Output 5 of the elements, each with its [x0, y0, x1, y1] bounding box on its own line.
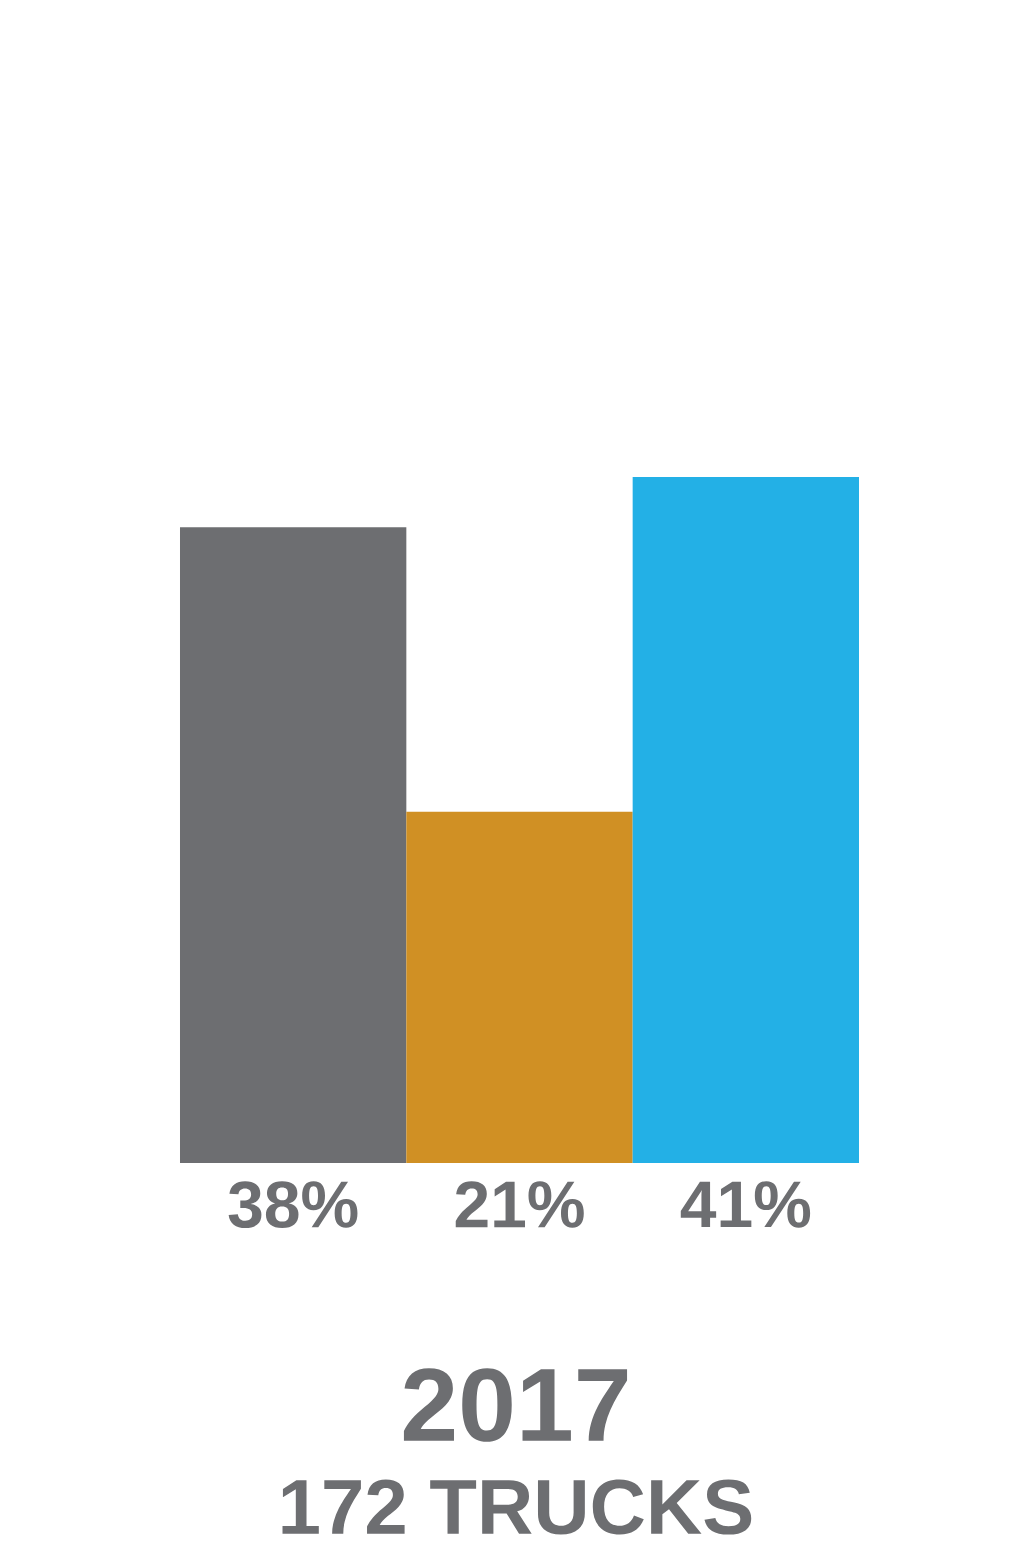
text: 2017: [403, 1368, 628, 1442]
text: 172 TRUCKS: [282, 1479, 752, 1535]
data-label: 41%: [680, 1181, 811, 1228]
data-label: 21%: [455, 1181, 584, 1228]
data-label: 38%: [228, 1181, 358, 1229]
